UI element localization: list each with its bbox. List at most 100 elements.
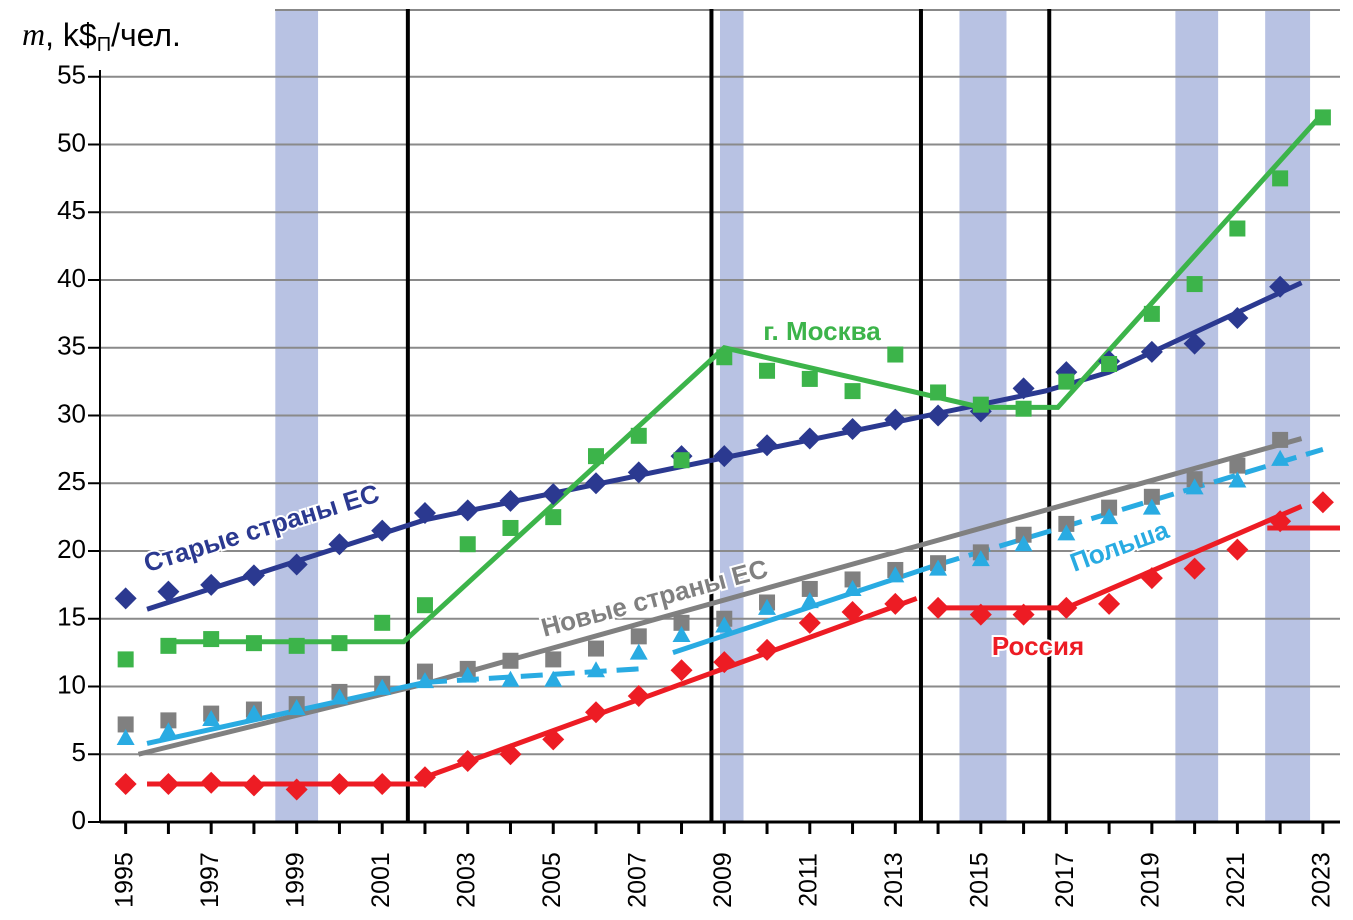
- diamond-marker: [157, 580, 180, 603]
- diamond-marker: [1098, 592, 1121, 615]
- diamond-marker: [1055, 596, 1078, 619]
- diamond-marker: [585, 701, 607, 724]
- square-marker: [1101, 356, 1118, 373]
- x-tick-label: 1999: [281, 852, 309, 908]
- x-tick-label: 2011: [794, 853, 822, 907]
- diamond-marker: [969, 603, 992, 626]
- diamond-marker: [1012, 603, 1035, 626]
- diamond-marker: [756, 434, 779, 457]
- triangle-marker: [1100, 508, 1119, 525]
- triangle-marker: [715, 616, 734, 633]
- square-marker: [117, 651, 134, 668]
- series-label: г. Москва: [763, 316, 881, 346]
- y-tick-label: 20: [57, 534, 86, 564]
- x-tick-label: 2015: [965, 852, 993, 908]
- square-marker: [588, 640, 604, 657]
- square-marker: [203, 631, 220, 648]
- diamond-marker: [884, 408, 907, 431]
- y-tick-label: 10: [57, 669, 86, 699]
- square-marker: [1143, 305, 1160, 322]
- triangle-marker: [672, 626, 691, 643]
- y-tick-label: 30: [57, 398, 86, 428]
- square-marker: [1058, 515, 1075, 532]
- triangle-marker: [1185, 478, 1204, 495]
- triangle-marker: [116, 728, 135, 745]
- diamond-marker: [328, 533, 351, 556]
- diamond-marker: [927, 404, 950, 427]
- diamond-marker: [670, 659, 693, 682]
- diamond-marker: [285, 553, 308, 576]
- diamond-marker: [542, 483, 565, 506]
- square-marker: [1272, 170, 1289, 187]
- y-tick-label: 40: [57, 263, 86, 293]
- y-tick-label: 35: [57, 331, 86, 361]
- square-marker: [117, 716, 134, 733]
- triangle-marker: [330, 688, 349, 705]
- trend-line: [146, 280, 1303, 612]
- square-marker: [1229, 457, 1246, 474]
- square-marker: [887, 346, 904, 363]
- square-marker: [160, 712, 177, 729]
- diamond-marker: [456, 750, 479, 773]
- square-marker: [630, 427, 647, 444]
- square-marker: [459, 536, 476, 553]
- diamond-marker: [1140, 340, 1163, 363]
- x-tick-label: 2013: [880, 852, 908, 908]
- diamond-marker: [200, 771, 223, 794]
- square-marker: [1143, 488, 1160, 505]
- triangle-marker: [629, 643, 648, 660]
- square-marker: [673, 614, 690, 631]
- square-marker: [374, 614, 391, 631]
- square-marker: [630, 628, 647, 645]
- square-marker: [930, 384, 947, 401]
- square-marker: [416, 663, 433, 680]
- square-marker: [972, 396, 989, 413]
- diamond-marker: [242, 564, 265, 587]
- triangle-marker: [886, 566, 905, 583]
- diamond-marker: [798, 611, 821, 634]
- x-tick-label: 2017: [1051, 852, 1079, 908]
- square-marker: [1272, 431, 1289, 448]
- triangle-marker: [458, 666, 477, 683]
- triangle-marker: [501, 670, 520, 687]
- y-axis-label: m, k$П/чел.: [22, 16, 181, 56]
- x-tick-label: 2019: [1136, 852, 1164, 908]
- square-marker: [588, 448, 604, 465]
- square-marker: [331, 635, 348, 652]
- diamond-marker: [413, 502, 436, 525]
- diamond-marker: [371, 519, 394, 542]
- diamond-marker: [114, 773, 137, 796]
- triangle-marker: [287, 699, 306, 716]
- triangle-marker: [244, 704, 263, 721]
- diamond-marker: [371, 773, 394, 796]
- x-tick-label: 2023: [1308, 852, 1336, 908]
- diamond-marker: [1140, 567, 1163, 590]
- diamond-marker: [798, 427, 821, 450]
- triangle-marker: [373, 678, 392, 695]
- diamond-marker: [1311, 491, 1334, 514]
- y-label-sub: П: [97, 34, 111, 56]
- series-label: Старые страны ЕС: [140, 478, 383, 578]
- triangle-marker: [159, 722, 178, 739]
- triangle-marker: [1271, 449, 1290, 466]
- x-tick-label: 2001: [367, 852, 395, 908]
- square-marker: [716, 349, 733, 366]
- square-marker: [545, 509, 562, 526]
- diamond-marker: [456, 499, 479, 522]
- triangle-marker: [1014, 535, 1033, 552]
- y-tick-label: 15: [57, 602, 86, 632]
- diamond-marker: [157, 773, 180, 796]
- triangle-marker: [544, 670, 563, 687]
- diamond-marker: [713, 445, 736, 468]
- square-marker: [1101, 499, 1118, 516]
- diamond-marker: [499, 489, 522, 512]
- diamond-marker: [542, 728, 565, 751]
- square-marker: [844, 383, 861, 400]
- trend-line: [937, 446, 1324, 567]
- diamond-marker: [713, 651, 736, 674]
- diamond-marker: [841, 600, 864, 623]
- square-marker: [759, 362, 776, 379]
- square-marker: [502, 519, 519, 536]
- y-tick-label: 50: [57, 127, 86, 157]
